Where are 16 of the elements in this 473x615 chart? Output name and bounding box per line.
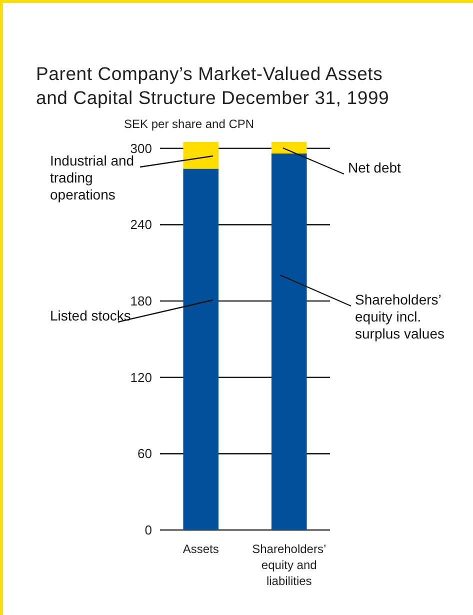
x-tick-label: Assets: [182, 542, 219, 556]
y-tick-label: 120: [130, 370, 152, 385]
text: Net debt: [348, 160, 402, 176]
text: Shareholders’ equity incl. surplus values: [355, 292, 444, 342]
bar: [271, 142, 307, 154]
y-tick-label: 60: [138, 446, 152, 462]
y-tick-label: 0: [144, 522, 152, 538]
y-axis-title: SEK per share and CPN: [124, 117, 254, 131]
chart-title: Parent Company’s Market-Valued Assets and Capital Structure December 31, 1999: [36, 63, 390, 108]
bar: [183, 142, 219, 169]
text: Listed stocks: [50, 308, 131, 324]
y-tick-label: 180: [130, 294, 152, 309]
x-tick-label: Shareholders’ equity and liabilities: [252, 542, 326, 588]
bar: [271, 153, 307, 530]
y-tick-label: 240: [130, 217, 152, 232]
bar: [183, 168, 219, 530]
